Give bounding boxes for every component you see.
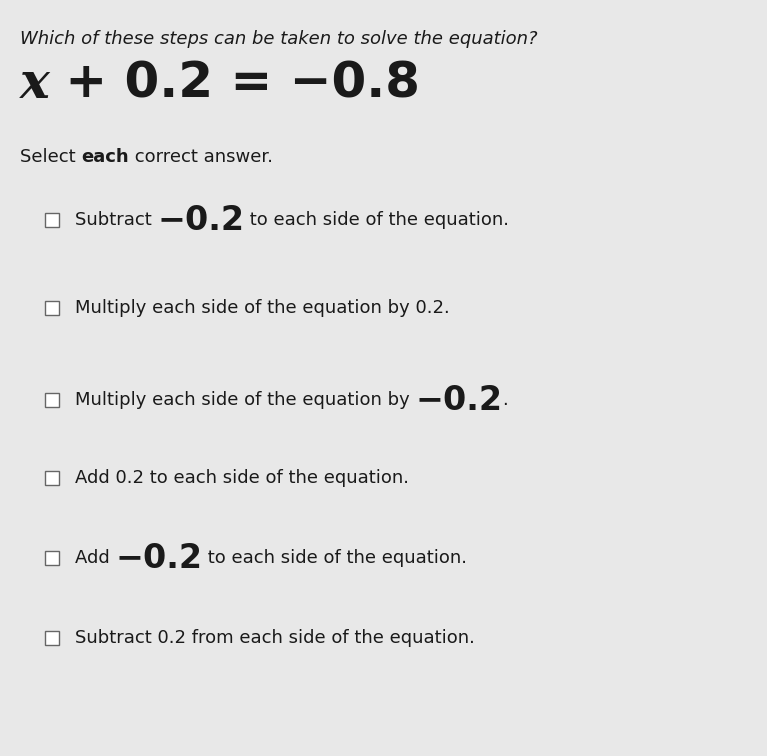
Text: Add 0.2 to each side of the equation.: Add 0.2 to each side of the equation. [75,469,409,487]
Text: to each side of the equation.: to each side of the equation. [202,549,468,567]
Text: Multiply each side of the equation by: Multiply each side of the equation by [75,391,416,409]
Text: Add: Add [75,549,116,567]
Bar [45,551,59,565]
Text: each: each [81,148,129,166]
Text: x: x [20,60,50,109]
Text: + 0.2 = −0.8: + 0.2 = −0.8 [48,60,420,108]
Bar [45,301,59,315]
Text: Which of these steps can be taken to solve the equation?: Which of these steps can be taken to sol… [20,30,538,48]
Bar [45,213,59,227]
Text: .: . [502,391,509,409]
Text: to each side of the equation.: to each side of the equation. [245,211,509,229]
Text: Select: Select [20,148,81,166]
Text: −0.2: −0.2 [157,203,245,237]
Text: correct answer.: correct answer. [129,148,273,166]
Text: −0.2: −0.2 [116,541,202,575]
Text: −0.2: −0.2 [416,383,502,417]
Bar [45,393,59,407]
Bar [45,471,59,485]
Text: Subtract: Subtract [75,211,157,229]
Text: Subtract 0.2 from each side of the equation.: Subtract 0.2 from each side of the equat… [75,629,475,647]
Bar [45,631,59,645]
Text: Multiply each side of the equation by 0.2.: Multiply each side of the equation by 0.… [75,299,449,317]
